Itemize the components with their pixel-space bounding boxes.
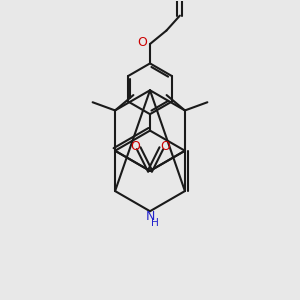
Text: O: O (160, 140, 170, 153)
Text: O: O (138, 36, 148, 49)
Text: N: N (145, 210, 155, 223)
Text: O: O (130, 140, 140, 153)
Text: H: H (152, 218, 159, 228)
